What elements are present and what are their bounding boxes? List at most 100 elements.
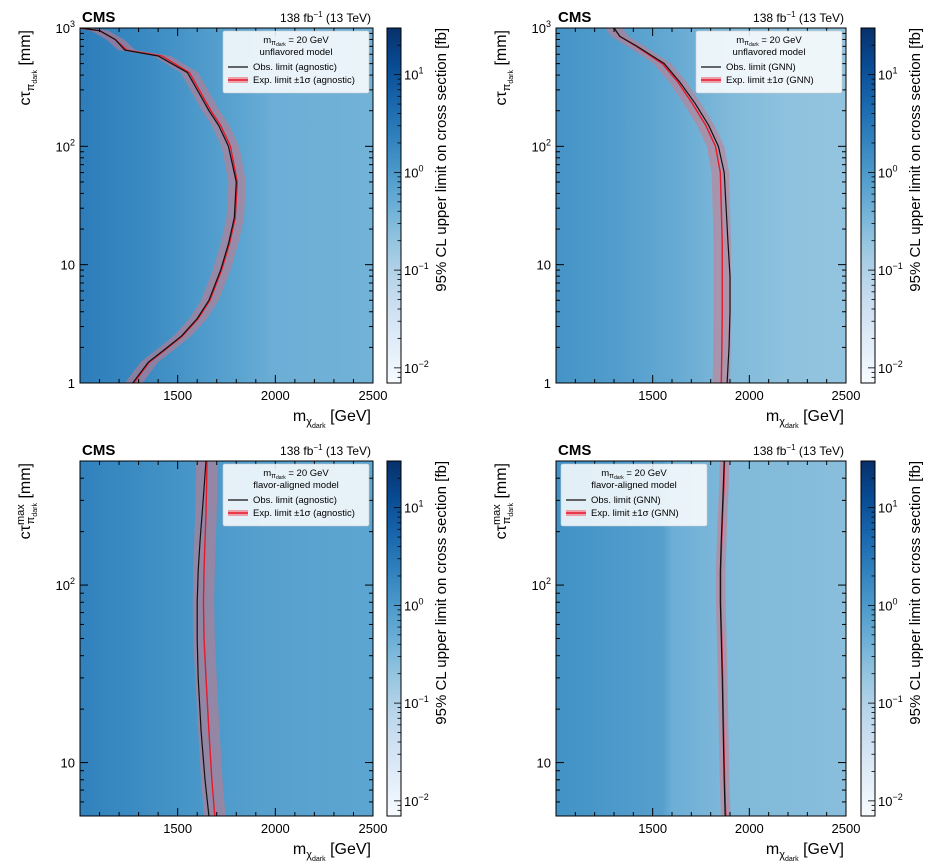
plot-frame — [555, 27, 847, 384]
legend-model-header: flavor-aligned model — [591, 480, 677, 491]
plot-frame — [79, 27, 374, 384]
cms-label: CMS — [82, 442, 115, 459]
colorbar-tick-label: 101 — [404, 499, 423, 516]
y-tick-label: 102 — [532, 137, 551, 154]
luminosity-label: 138 fb−1 (13 TeV) — [753, 10, 844, 25]
colorbar-tick-label: 10−2 — [404, 359, 429, 376]
expected-limit-band — [605, 28, 731, 383]
y-tick-label: 102 — [532, 576, 551, 593]
colorbar-tick-label: 10−1 — [404, 261, 429, 278]
x-axis-label: mχdark [GeV] — [293, 841, 371, 863]
cms-label: CMS — [558, 442, 591, 459]
colorbar — [386, 27, 402, 384]
colorbar-tick-label: 10−2 — [878, 359, 903, 376]
colorbar-tick-label: 10−1 — [878, 261, 903, 278]
legend-observed-entry: Obs. limit (GNN) — [726, 62, 796, 73]
legend-observed-entry: Obs. limit (agnostic) — [253, 495, 337, 506]
colorbar-label: 95% CL upper limit on cross section [fb] — [907, 461, 924, 725]
x-axis-label: mχdark [GeV] — [766, 841, 844, 863]
x-tick-label: 2500 — [832, 821, 861, 836]
cms-label: CMS — [558, 9, 591, 26]
legend-box — [222, 30, 370, 94]
legend-model-header: unflavored model — [260, 47, 333, 58]
legend-model-header: flavor-aligned model — [253, 480, 339, 491]
x-tick-label: 2500 — [359, 821, 388, 836]
y-tick-label: 103 — [56, 19, 75, 36]
legend-expected-entry: Exp. limit ±1σ (GNN) — [591, 508, 679, 519]
colorbar-tick-label: 10−1 — [878, 694, 903, 711]
legend-box — [695, 30, 843, 94]
cms-label: CMS — [82, 9, 115, 26]
colorbar — [860, 27, 876, 384]
legend-mass-header: mπdark = 20 GeV — [263, 468, 329, 481]
legend-mass-header: mπdark = 20 GeV — [263, 35, 329, 48]
legend-expected-entry: Exp. limit ±1σ (GNN) — [726, 75, 814, 86]
x-tick-label: 2500 — [359, 388, 388, 403]
colorbar-tick-label: 100 — [878, 163, 897, 180]
colorbar — [386, 460, 402, 817]
colorbar — [860, 460, 876, 817]
y-tick-label: 102 — [56, 576, 75, 593]
x-tick-label: 2000 — [735, 821, 764, 836]
limit-panel-2: 1500 2000 2500 1 10 102 103 CMS 138 fb−1 (13 TeV… — [493, 9, 924, 430]
x-tick-label: 1500 — [638, 388, 667, 403]
colorbar-tick-label: 100 — [878, 596, 897, 613]
expected-limit-line — [202, 461, 216, 816]
colorbar-label: 95% CL upper limit on cross section [fb] — [907, 28, 924, 292]
legend-expected-entry: Exp. limit ±1σ (agnostic) — [253, 75, 355, 86]
y-tick-label: 103 — [532, 19, 551, 36]
x-tick-label: 2000 — [261, 821, 290, 836]
luminosity-label: 138 fb−1 (13 TeV) — [280, 443, 371, 458]
limit-panel-4: 1500 2000 2500 10 102 CMS 138 fb−1 (13 TeV) mχd… — [491, 442, 924, 863]
x-axis-label: mχdark [GeV] — [766, 408, 844, 430]
y-axis-label: cτmaxπdark [mm] — [491, 463, 515, 539]
observed-limit-line — [80, 28, 237, 383]
observed-limit-line — [613, 28, 731, 383]
limit-panel-1: 1500 2000 2500 1 10 102 103 CMS 138 fb−1 (13 TeV… — [17, 9, 450, 430]
legend-model-header: unflavored model — [733, 47, 806, 58]
colorbar-tick-label: 101 — [404, 66, 423, 83]
x-tick-label: 1500 — [163, 821, 192, 836]
observed-limit-line — [196, 461, 210, 816]
expected-limit-band — [715, 461, 731, 816]
y-tick-label: 10 — [61, 756, 75, 771]
x-tick-label: 2000 — [261, 388, 290, 403]
colorbar-tick-label: 101 — [878, 499, 897, 516]
y-axis-label: cτmaxπdark [mm] — [15, 463, 39, 539]
legend-mass-header: mπdark = 20 GeV — [736, 35, 802, 48]
colorbar-label: 95% CL upper limit on cross section [fb] — [433, 28, 450, 292]
colorbar-tick-label: 10−2 — [878, 792, 903, 809]
y-tick-label: 10 — [61, 258, 75, 273]
colorbar-tick-label: 10−2 — [404, 792, 429, 809]
legend-observed-entry: Obs. limit (agnostic) — [253, 62, 337, 73]
y-tick-label: 1 — [68, 376, 75, 391]
legend-box — [560, 463, 708, 527]
limit-panel-3: 1500 2000 2500 10 102 CMS 138 fb−1 (13 TeV) mχd… — [15, 442, 450, 863]
y-axis-label: cτπdark [mm] — [17, 30, 39, 106]
luminosity-label: 138 fb−1 (13 TeV) — [753, 443, 844, 458]
colorbar-label: 95% CL upper limit on cross section [fb] — [433, 461, 450, 725]
legend-box — [222, 463, 370, 527]
luminosity-label: 138 fb−1 (13 TeV) — [280, 10, 371, 25]
y-tick-label: 10 — [537, 756, 551, 771]
y-axis-label: cτπdark [mm] — [493, 30, 515, 106]
colorbar-tick-label: 100 — [404, 596, 423, 613]
y-tick-label: 10 — [537, 258, 551, 273]
colorbar-tick-label: 100 — [404, 163, 423, 180]
legend-mass-header: mπdark = 20 GeV — [601, 468, 667, 481]
colorbar-tick-label: 10−1 — [404, 694, 429, 711]
x-axis-label: mχdark [GeV] — [293, 408, 371, 430]
x-tick-label: 1500 — [638, 821, 667, 836]
x-tick-label: 1500 — [163, 388, 192, 403]
y-tick-label: 1 — [544, 376, 551, 391]
legend-expected-entry: Exp. limit ±1σ (agnostic) — [253, 508, 355, 519]
y-tick-label: 102 — [56, 137, 75, 154]
legend-observed-entry: Obs. limit (GNN) — [591, 495, 661, 506]
x-tick-label: 2000 — [735, 388, 764, 403]
colorbar-tick-label: 101 — [878, 66, 897, 83]
expected-limit-band — [80, 28, 247, 383]
expected-limit-line — [613, 28, 723, 383]
observed-limit-line — [719, 461, 726, 816]
x-tick-label: 2500 — [832, 388, 861, 403]
